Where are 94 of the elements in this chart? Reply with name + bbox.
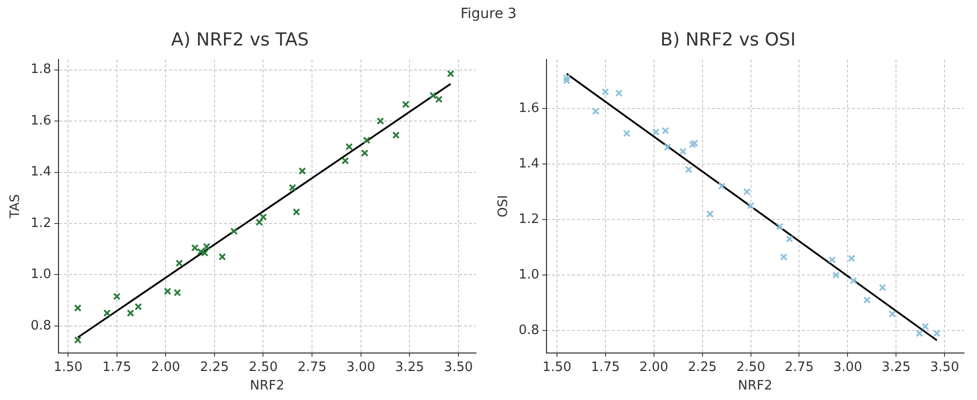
point — [113, 292, 121, 300]
x-tick-label: 1.50 — [542, 360, 572, 375]
point — [622, 130, 630, 138]
y-tick-label: 1.6 — [30, 113, 52, 128]
x-tick-label: 2.75 — [298, 360, 327, 375]
point — [888, 310, 896, 318]
chart-title: B) NRF2 vs OSI — [660, 29, 796, 50]
point — [706, 210, 714, 218]
x-tick-label: 1.50 — [54, 360, 83, 375]
x-tick-label: 2.25 — [200, 360, 229, 375]
y-tick-label: 0.8 — [518, 322, 540, 338]
point — [134, 302, 142, 310]
x-axis-title: NRF2 — [738, 378, 772, 394]
x-tick-label: 2.50 — [248, 360, 278, 375]
x-tick-label: 3.50 — [444, 360, 473, 375]
point — [345, 142, 353, 150]
y-tick-label: 1.2 — [30, 216, 52, 231]
point — [164, 288, 172, 296]
y-tick-label: 1.4 — [30, 164, 52, 180]
x-tick-label: 3.00 — [346, 360, 376, 375]
point — [562, 74, 570, 82]
point — [126, 309, 134, 317]
point — [780, 253, 788, 261]
point — [922, 322, 929, 330]
point — [362, 136, 370, 144]
y-axis-title: TAS — [8, 194, 24, 220]
caption: Figure 3 — [460, 6, 517, 22]
point — [916, 330, 924, 338]
point — [218, 253, 226, 260]
y-tick-label: 1.0 — [30, 267, 52, 282]
y-tick-label: 1.8 — [30, 62, 52, 78]
point — [103, 309, 111, 317]
x-tick-label: 2.00 — [639, 360, 668, 375]
point — [828, 256, 836, 264]
point — [298, 167, 306, 175]
point — [743, 188, 751, 196]
point — [688, 140, 696, 148]
point — [74, 336, 82, 344]
y-tick-label: 1.6 — [518, 100, 540, 116]
point — [562, 76, 570, 84]
x-tick-label: 3.25 — [882, 360, 911, 375]
point — [176, 259, 184, 267]
point — [718, 182, 726, 190]
point — [402, 100, 410, 108]
x-axis-title: NRF2 — [250, 378, 284, 394]
x-tick-label: 1.75 — [590, 360, 620, 375]
point — [878, 284, 886, 292]
point — [848, 254, 856, 262]
point — [361, 149, 368, 157]
point — [863, 296, 871, 304]
point — [191, 244, 199, 252]
x-tick-label: 2.00 — [151, 360, 180, 375]
point — [615, 89, 623, 97]
x-tick-label: 3.50 — [930, 360, 960, 375]
x-tick-label: 1.75 — [102, 360, 132, 375]
point — [679, 148, 687, 156]
point — [197, 248, 204, 256]
x-tick-label: 2.25 — [688, 360, 717, 375]
x-tick-label: 3.00 — [833, 360, 862, 375]
point — [256, 218, 264, 226]
point — [664, 144, 672, 152]
point — [776, 222, 784, 230]
y-tick-label: 1.4 — [518, 156, 540, 172]
point — [288, 184, 296, 192]
y-axis-title: OSI — [496, 195, 512, 218]
point — [341, 157, 349, 164]
y-tick-label: 0.8 — [30, 318, 52, 334]
x-tick-label: 3.25 — [395, 360, 424, 375]
point — [602, 88, 610, 96]
y-tick-label: 1.2 — [518, 212, 540, 227]
point — [446, 70, 454, 78]
point — [392, 131, 400, 139]
point — [74, 304, 82, 312]
point — [850, 276, 858, 284]
point — [685, 166, 692, 174]
point — [592, 108, 600, 115]
point — [832, 271, 840, 279]
x-tick-label: 2.75 — [784, 360, 814, 375]
point — [376, 117, 384, 125]
point — [429, 92, 437, 100]
y-tick-label: 1.0 — [518, 267, 540, 282]
point — [260, 213, 267, 221]
point — [662, 126, 670, 134]
point — [690, 139, 698, 147]
chart-title: A) NRF2 vs TAS — [171, 29, 309, 50]
point — [174, 288, 182, 296]
point — [652, 128, 660, 136]
point — [933, 330, 941, 338]
point — [747, 202, 755, 210]
point — [786, 235, 794, 243]
point — [230, 227, 238, 235]
x-tick-label: 2.50 — [736, 360, 766, 375]
point — [292, 208, 300, 216]
point — [435, 96, 443, 104]
